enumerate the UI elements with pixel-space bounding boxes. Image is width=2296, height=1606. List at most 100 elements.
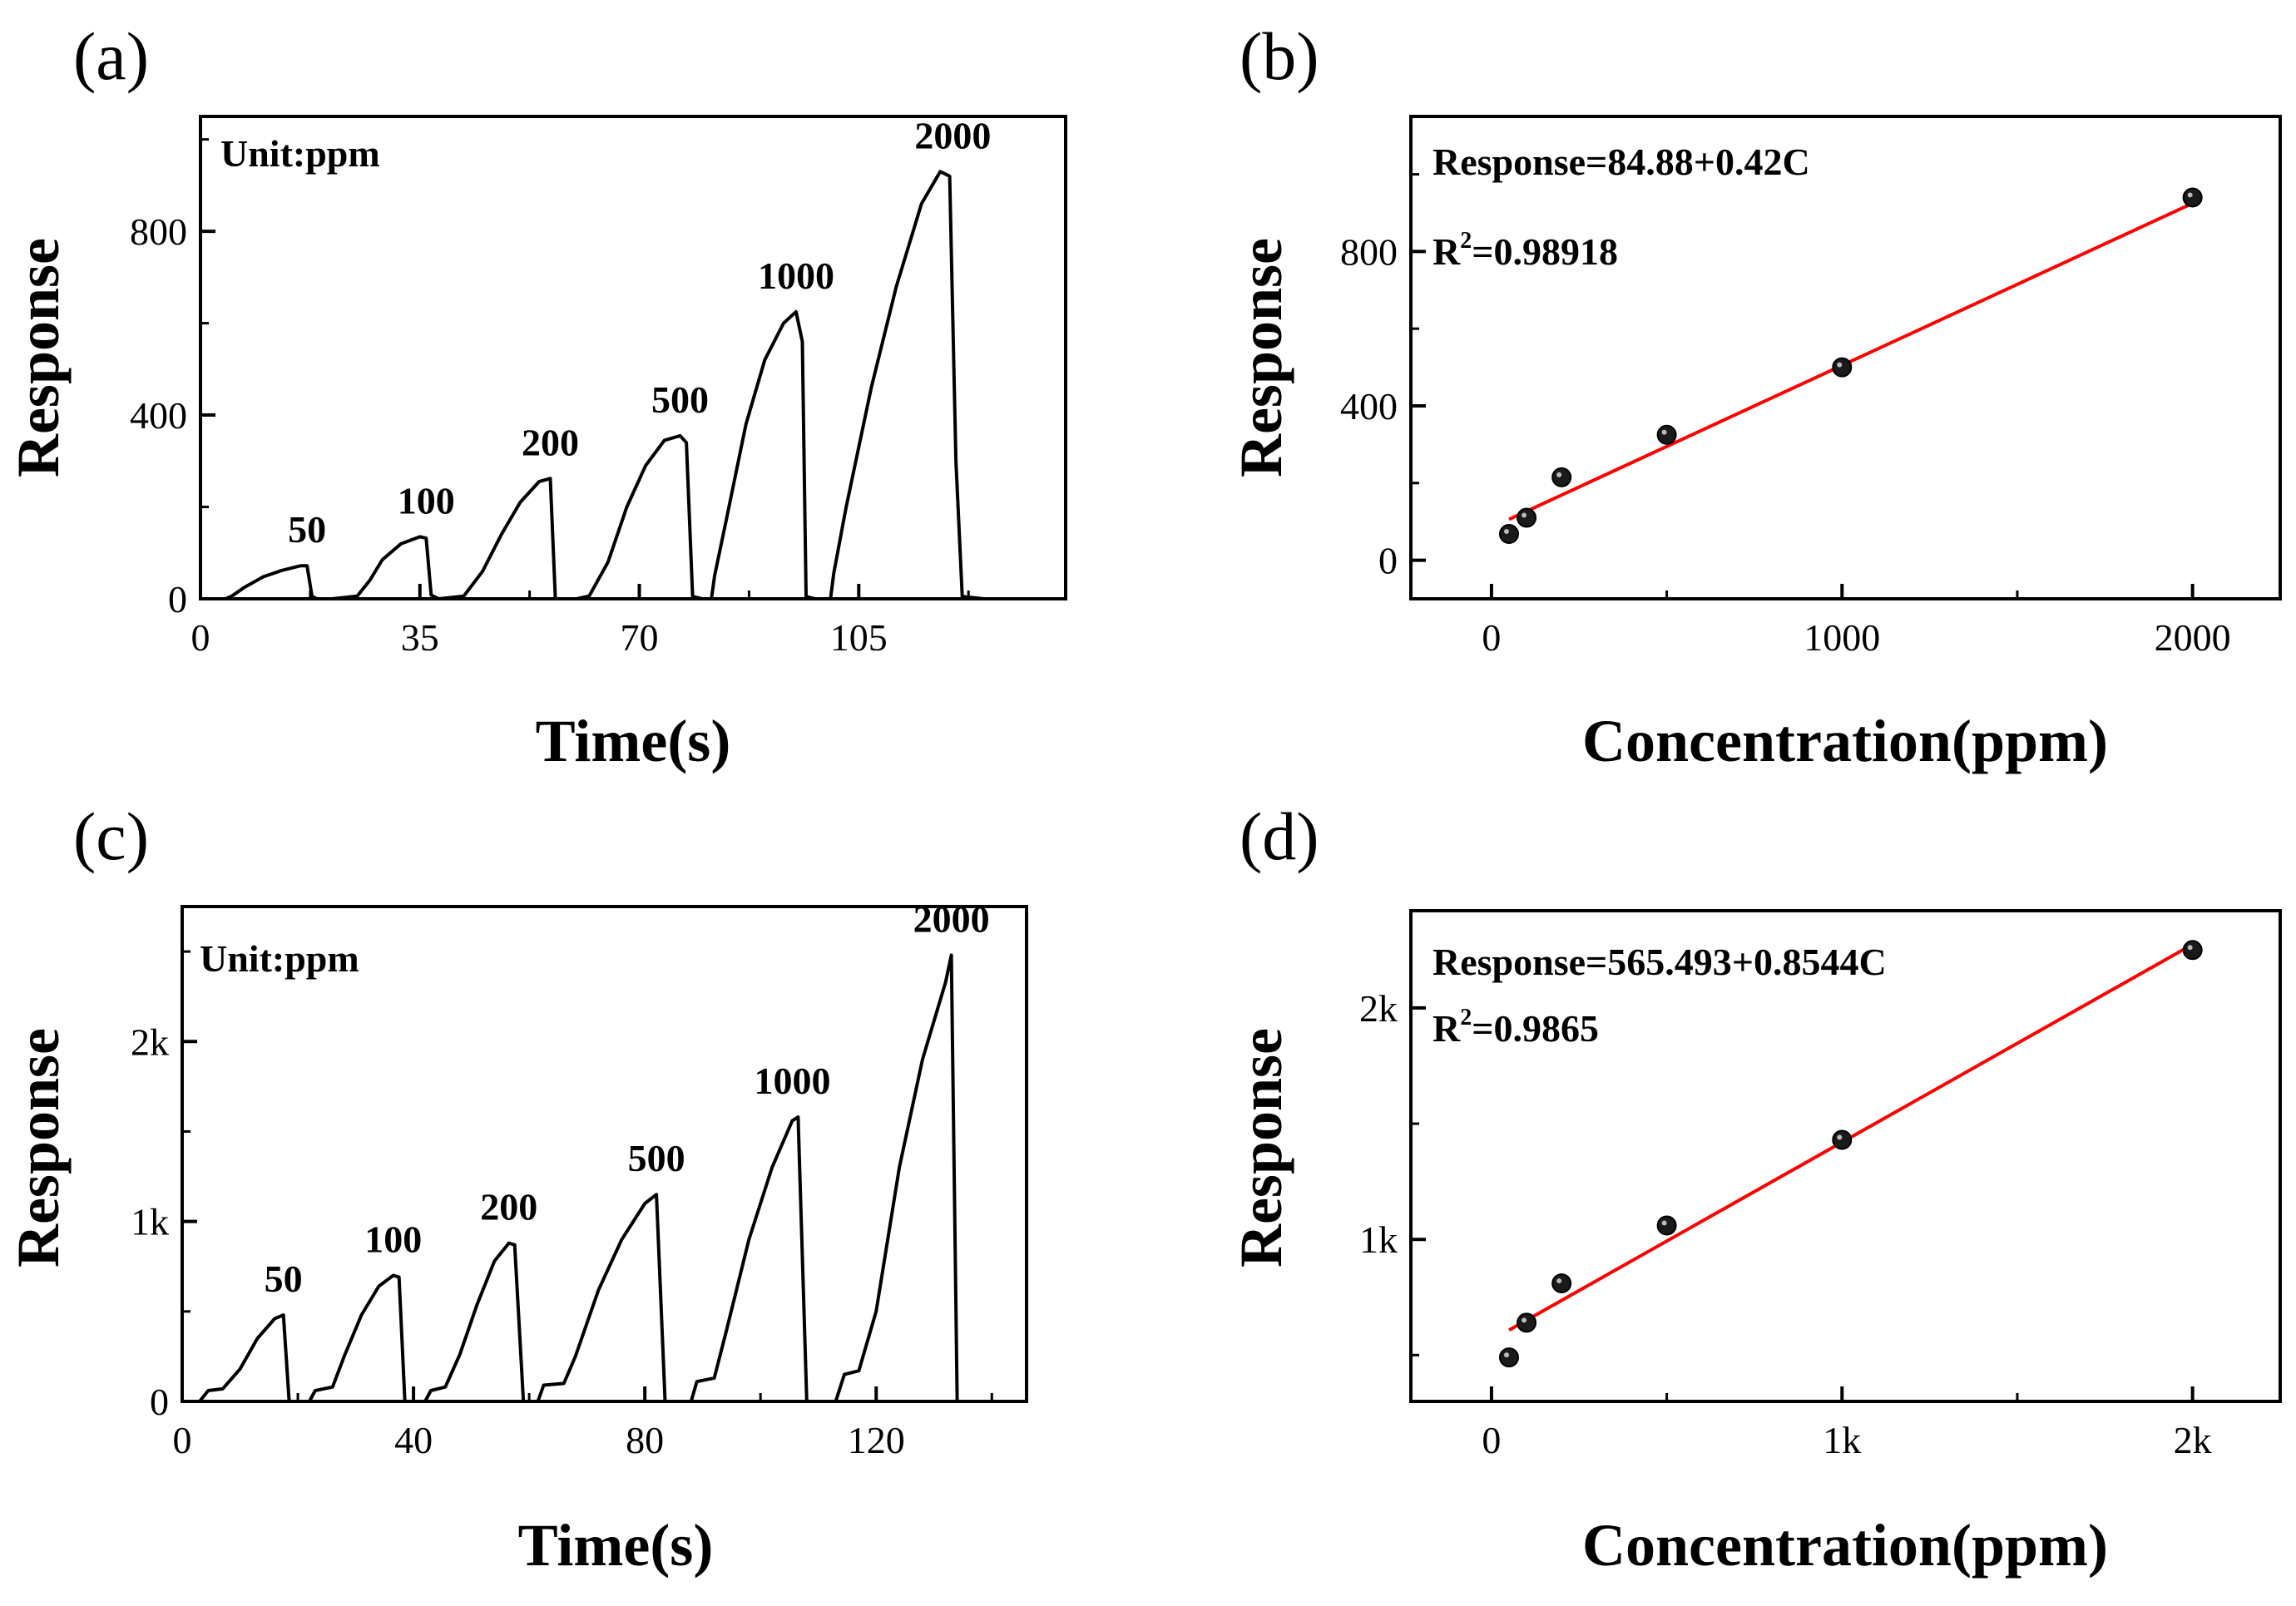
- peak-label: 2000: [913, 897, 990, 940]
- r-squared-prefix: R: [1433, 1007, 1461, 1050]
- plot-frame: [199, 115, 1067, 600]
- data-point: [2182, 940, 2203, 961]
- y-tick-label: 800: [130, 210, 187, 253]
- r-squared-prefix: R: [1433, 230, 1461, 273]
- data-point-highlight: [2187, 945, 2193, 951]
- data-point-highlight: [1661, 1220, 1667, 1226]
- x-tick-label: 0: [173, 1419, 192, 1461]
- data-point-highlight: [1522, 1317, 1527, 1323]
- x-axis-title: Time(s): [536, 708, 731, 774]
- r-squared: R2=0.98918: [1433, 228, 1618, 273]
- axis-ticks: 0 1000 2000 0 400 800: [1340, 173, 2231, 659]
- data-point: [1551, 467, 1572, 487]
- data-point-highlight: [1503, 1352, 1509, 1358]
- peak-label: 200: [522, 421, 579, 463]
- data-point-highlight: [2187, 192, 2193, 198]
- concentration-labels: 50 100 200 500 1000 2000: [288, 114, 991, 551]
- peak-label: 1000: [758, 254, 834, 297]
- panel-label: (c): [73, 798, 149, 874]
- x-tick-label: 0: [191, 616, 210, 659]
- plot-frame: [1409, 909, 2282, 1403]
- data-point-highlight: [1522, 512, 1527, 518]
- x-tick-label: 35: [401, 616, 439, 659]
- y-axis-title: Response: [1228, 1028, 1294, 1268]
- data-point-highlight: [1837, 1134, 1843, 1140]
- y-tick-label: 2k: [1359, 987, 1398, 1030]
- x-tick-label: 2000: [2155, 616, 2231, 659]
- y-tick-label: 400: [130, 394, 187, 437]
- x-tick-label: 40: [394, 1419, 433, 1461]
- panel-a-response-vs-time: (a) 0 35 70 105 0 400 800 Unit:ppm 50 100 200 500…: [5, 18, 1067, 774]
- x-axis-title: Concentration(ppm): [1582, 1512, 2108, 1579]
- unit-label: Unit:ppm: [200, 937, 359, 980]
- plot-frame: [181, 905, 1028, 1403]
- axis-ticks: 0 1k 2k 1k 2k: [1359, 987, 2212, 1461]
- peak-label: 2000: [914, 114, 991, 156]
- x-tick-label: 2k: [2174, 1419, 2212, 1461]
- data-point-highlight: [1661, 429, 1667, 435]
- data-point: [2182, 187, 2203, 208]
- y-tick-label: 0: [168, 578, 187, 620]
- x-tick-label: 120: [848, 1419, 905, 1461]
- y-axis-title: Response: [5, 1028, 72, 1268]
- x-tick-label: 0: [1482, 616, 1501, 659]
- data-point-highlight: [1556, 472, 1562, 477]
- peak-label: 50: [288, 508, 326, 551]
- unit-label: Unit:ppm: [220, 132, 380, 175]
- panel-c-response-vs-time: (c) 0 40 80 120 0 1k 2k Unit:ppm 50 100 200 500 10…: [5, 798, 1028, 1579]
- panel-b-calibration-fit: (b) 0 1000 2000 0 400 800 Response=84.88+0.42…: [1228, 18, 2282, 774]
- r-squared-value: =0.9865: [1472, 1007, 1599, 1050]
- r-squared-superscript: 2: [1460, 228, 1472, 254]
- data-point: [1656, 1215, 1677, 1236]
- y-tick-label: 400: [1340, 385, 1398, 427]
- y-tick-label: 0: [1378, 540, 1398, 582]
- peak-label: 100: [364, 1218, 422, 1261]
- data-points: [1498, 187, 2203, 545]
- x-tick-label: 1k: [1823, 1419, 1861, 1461]
- data-point: [1498, 1347, 1519, 1368]
- data-point: [1517, 507, 1537, 528]
- data-point-highlight: [1503, 529, 1509, 535]
- r-squared: R2=0.9865: [1433, 1005, 1599, 1050]
- panel-label: (b): [1240, 18, 1319, 94]
- x-tick-label: 1000: [1804, 616, 1880, 659]
- x-tick-label: 0: [1482, 1419, 1501, 1461]
- x-tick-label: 70: [621, 616, 659, 659]
- y-axis-title: Response: [1228, 238, 1294, 477]
- x-tick-label: 80: [626, 1419, 664, 1461]
- y-tick-label: 800: [1340, 230, 1398, 273]
- peak-label: 200: [480, 1186, 537, 1228]
- peak-label: 1000: [754, 1060, 830, 1102]
- r-squared-superscript: 2: [1460, 1005, 1472, 1030]
- axis-ticks: 0 35 70 105 0 400 800: [130, 138, 970, 659]
- data-point: [1656, 424, 1677, 445]
- response-curve: [200, 170, 1003, 600]
- y-tick-label: 1k: [131, 1201, 169, 1243]
- data-point: [1551, 1273, 1572, 1294]
- fit-equation: Response=565.493+0.8544C: [1433, 941, 1887, 983]
- data-point-highlight: [1837, 362, 1843, 368]
- peak-label: 100: [398, 479, 455, 521]
- x-axis-title: Time(s): [518, 1512, 714, 1579]
- peak-label: 50: [265, 1258, 303, 1300]
- peak-label: 500: [651, 378, 709, 421]
- y-tick-label: 0: [150, 1381, 169, 1423]
- panel-label: (d): [1240, 798, 1319, 874]
- response-curve: [182, 953, 1027, 1403]
- data-point: [1832, 1129, 1853, 1150]
- y-tick-label: 1k: [1359, 1218, 1398, 1261]
- peak-label: 500: [628, 1137, 685, 1179]
- data-point-highlight: [1556, 1278, 1562, 1284]
- data-point: [1498, 524, 1519, 545]
- fit-equation: Response=84.88+0.42C: [1433, 141, 1810, 183]
- x-tick-label: 105: [830, 616, 888, 659]
- y-axis-title: Response: [5, 238, 72, 477]
- plot-frame: [1409, 115, 2282, 600]
- panel-d-calibration-fit: (d) 0 1k 2k 1k 2k Response=565.493+0.8544C R…: [1228, 798, 2282, 1579]
- concentration-labels: 50 100 200 500 1000 2000: [265, 897, 990, 1300]
- panel-label: (a): [73, 18, 149, 94]
- axis-ticks: 0 40 80 120 0 1k 2k: [131, 950, 993, 1461]
- y-tick-label: 2k: [131, 1020, 169, 1063]
- x-axis-title: Concentration(ppm): [1582, 708, 2108, 774]
- linear-fit-line: [1508, 201, 2194, 521]
